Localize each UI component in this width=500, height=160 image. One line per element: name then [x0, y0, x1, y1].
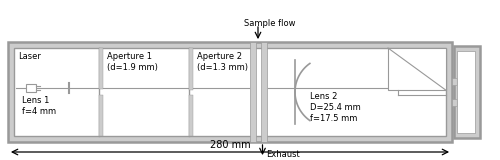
Text: Lens 2
D=25.4 mm
f=17.5 mm: Lens 2 D=25.4 mm f=17.5 mm — [310, 92, 361, 123]
Bar — [26, 84, 36, 92]
Bar — [457, 51, 475, 133]
Bar — [189, 48, 193, 89]
Bar — [8, 42, 452, 142]
Text: PMT: PMT — [462, 83, 471, 101]
Bar — [454, 46, 480, 138]
Text: Aperture 1
(d=1.9 mm): Aperture 1 (d=1.9 mm) — [107, 52, 158, 72]
Bar — [250, 42, 256, 142]
Text: Aperture 2
(d=1.3 mm): Aperture 2 (d=1.3 mm) — [197, 52, 248, 72]
Text: Dump: Dump — [391, 51, 416, 60]
Bar — [452, 99, 457, 106]
Text: Lens 1
f=4 mm: Lens 1 f=4 mm — [22, 96, 56, 116]
Text: Laser: Laser — [18, 52, 41, 61]
Bar — [99, 95, 103, 136]
Text: Exhaust: Exhaust — [266, 150, 300, 159]
Bar — [189, 95, 193, 136]
Bar — [14, 48, 446, 136]
Bar — [99, 48, 103, 89]
Text: Sample flow: Sample flow — [244, 19, 296, 28]
Bar — [452, 78, 457, 85]
Text: 280 mm: 280 mm — [210, 140, 250, 150]
Bar — [388, 48, 446, 90]
Bar — [260, 42, 266, 142]
